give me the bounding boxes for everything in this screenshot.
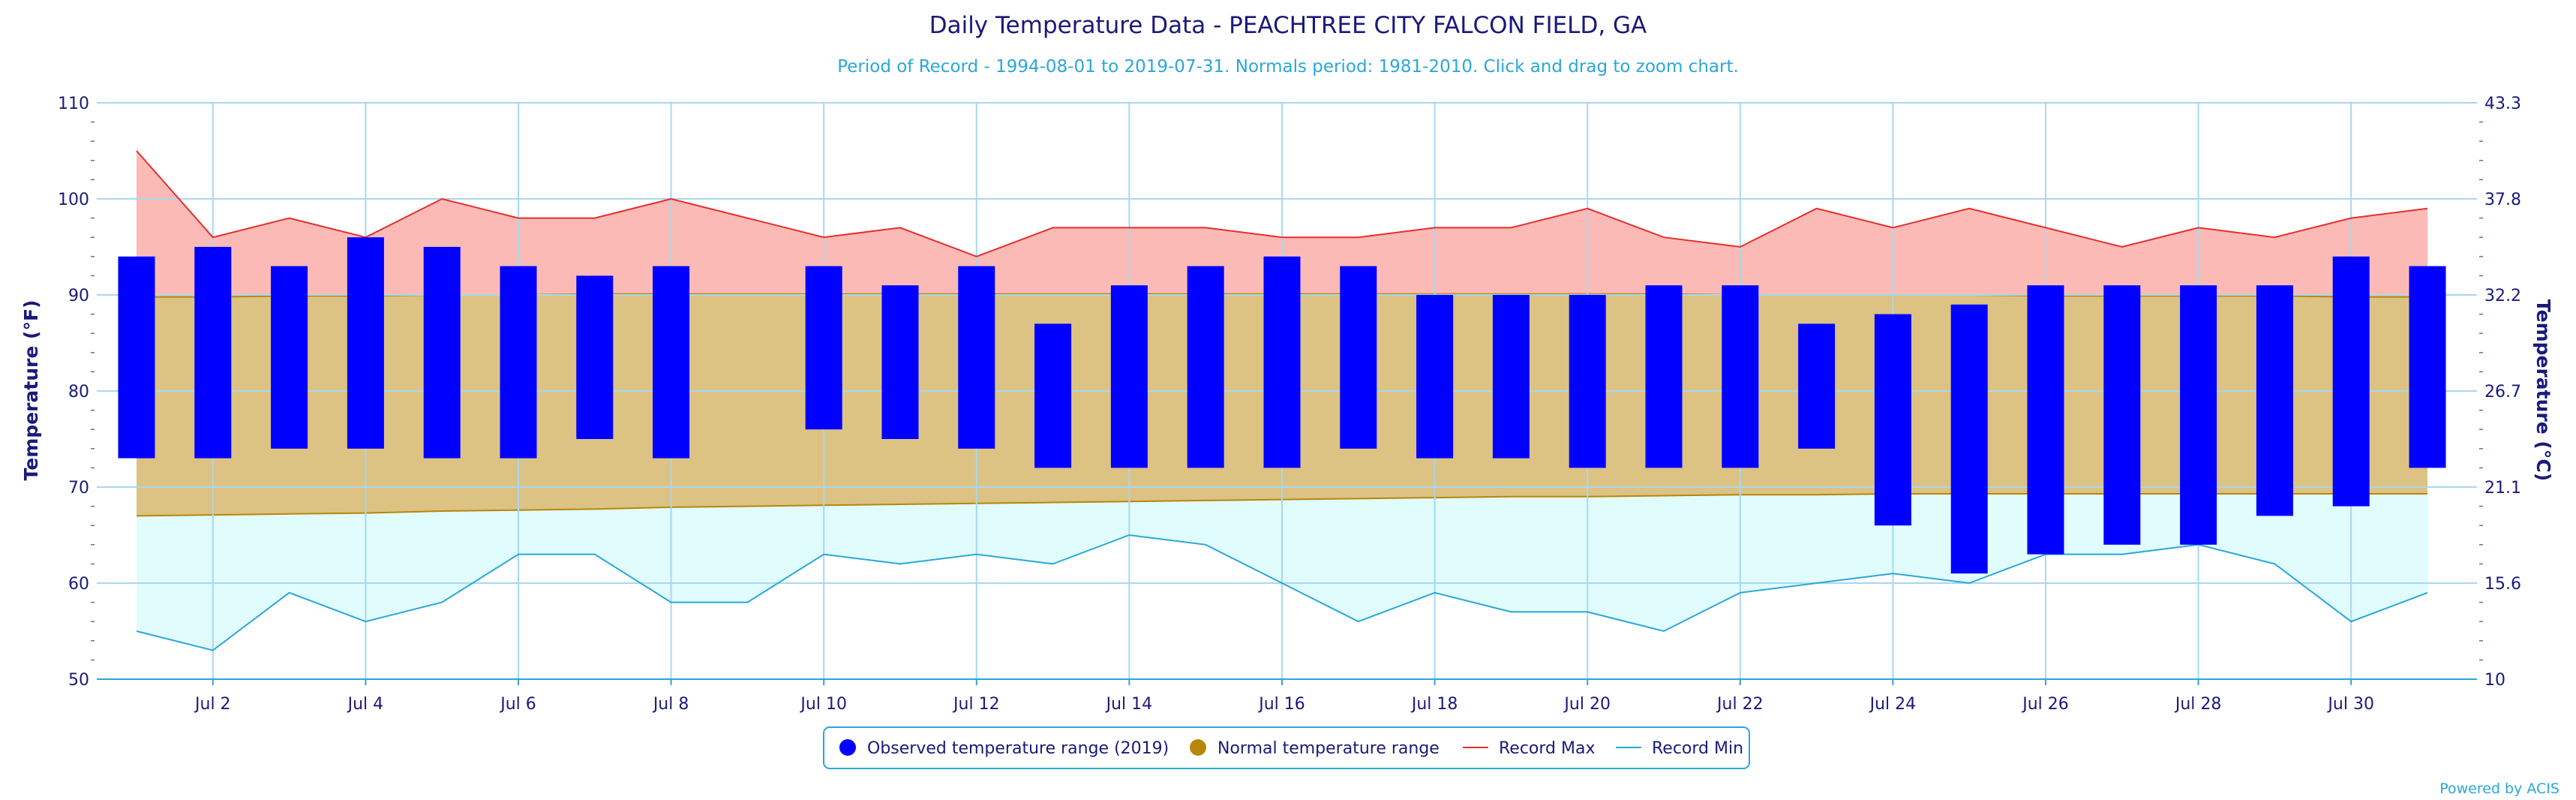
observed-bar-day-30[interactable]	[2332, 256, 2370, 507]
minor-ticks	[91, 121, 2483, 661]
x-axis-ticks: Jul 2 Jul 4 Jul 6 Jul 8 Jul 10 Jul 12 Jul 14 Ju…	[194, 679, 2374, 714]
legend-normal-label[interactable]: Normal temperature range	[1217, 739, 1440, 758]
x-tick-label: Jul 8	[652, 695, 689, 714]
observed-bar-day-4[interactable]	[347, 237, 384, 449]
chart-subtitle: Period of Record - 1994-08-01 to 2019-07…	[837, 57, 1739, 77]
y-tick-label-left: 100	[58, 191, 89, 209]
x-tick-label: Jul 10	[799, 695, 847, 714]
observed-bar-day-13[interactable]	[1034, 323, 1072, 468]
y-tick-label-right: 43.3	[2484, 95, 2521, 113]
observed-bar-day-3[interactable]	[271, 266, 308, 449]
legend: Observed temperature range (2019) Normal…	[823, 726, 1750, 769]
y-axis-left-ticks: 50 60 70 80 90 100 110	[58, 95, 89, 690]
x-tick-label: Jul 28	[2174, 695, 2222, 714]
observed-bar-day-23[interactable]	[1798, 323, 1836, 449]
observed-bar-day-17[interactable]	[1340, 266, 1377, 449]
y-tick-label-left: 60	[68, 575, 89, 594]
observed-bar-day-31[interactable]	[2409, 266, 2446, 468]
observed-bar-day-20[interactable]	[1569, 295, 1606, 468]
observed-bar-day-1[interactable]	[118, 256, 155, 459]
x-tick-label: Jul 4	[347, 695, 384, 714]
legend-observed-label[interactable]: Observed temperature range (2019)	[867, 739, 1169, 758]
x-tick-label: Jul 16	[1257, 695, 1305, 714]
x-tick-label: Jul 22	[1716, 695, 1764, 714]
observed-bar-day-5[interactable]	[423, 247, 461, 459]
x-tick-label: Jul 30	[2326, 695, 2374, 714]
observed-bar-day-25[interactable]	[1950, 304, 1988, 574]
y-tick-label-left: 50	[68, 671, 89, 690]
observed-bars	[118, 237, 2446, 574]
observed-bar-day-11[interactable]	[881, 285, 919, 439]
record-max-area	[137, 151, 2427, 297]
legend-observed-marker[interactable]	[839, 739, 856, 756]
chart-title: Daily Temperature Data - PEACHTREE CITY …	[929, 12, 1647, 39]
y-tick-label-right: 10	[2484, 671, 2505, 690]
y-axis-left-title: Temperature (°F)	[20, 300, 42, 481]
observed-bar-day-2[interactable]	[194, 247, 232, 459]
y-tick-label-left: 110	[58, 95, 89, 113]
x-tick-label: Jul 6	[499, 695, 536, 714]
observed-bar-day-16[interactable]	[1263, 256, 1301, 468]
observed-bar-day-24[interactable]	[1874, 314, 1911, 526]
observed-bar-day-14[interactable]	[1110, 285, 1148, 468]
x-tick-label: Jul 20	[1563, 695, 1611, 714]
y-axis-right-ticks: 10 15.6 21.1 26.7 32.2 37.8 43.3	[2484, 95, 2521, 690]
y-tick-label-right: 32.2	[2484, 287, 2521, 305]
observed-bar-day-21[interactable]	[1645, 285, 1683, 468]
legend-record-min-label[interactable]: Record Min	[1652, 739, 1743, 758]
observed-bar-day-22[interactable]	[1722, 285, 1759, 468]
y-axis-right-title: Temperature (°C)	[2532, 299, 2554, 481]
y-tick-label-left: 80	[68, 383, 89, 402]
y-tick-label-right: 26.7	[2484, 383, 2521, 402]
legend-record-max-label[interactable]: Record Max	[1499, 739, 1596, 758]
legend-box	[823, 726, 1750, 769]
observed-bar-day-29[interactable]	[2256, 285, 2293, 516]
observed-bar-day-6[interactable]	[500, 266, 537, 459]
observed-bar-day-10[interactable]	[805, 266, 842, 430]
observed-bar-day-28[interactable]	[2180, 285, 2217, 545]
observed-bar-day-15[interactable]	[1187, 266, 1224, 468]
observed-bar-day-8[interactable]	[653, 266, 690, 459]
x-tick-label: Jul 2	[194, 695, 231, 714]
observed-bar-day-19[interactable]	[1492, 295, 1530, 459]
observed-bar-day-18[interactable]	[1416, 295, 1454, 459]
observed-bar-day-7[interactable]	[576, 275, 614, 439]
legend-normal-marker[interactable]	[1190, 739, 1206, 756]
observed-bar-day-12[interactable]	[958, 266, 995, 449]
x-tick-label: Jul 12	[952, 695, 1000, 714]
y-tick-label-right: 37.8	[2484, 191, 2521, 209]
y-tick-label-left: 70	[68, 479, 89, 498]
y-tick-label-right: 15.6	[2484, 575, 2521, 594]
credit-link[interactable]: Powered by ACIS	[2439, 780, 2559, 797]
x-tick-label: Jul 26	[2021, 695, 2069, 714]
record-max-line[interactable]	[136, 150, 2428, 257]
y-tick-label-right: 21.1	[2484, 479, 2521, 498]
x-tick-label: Jul 18	[1410, 695, 1458, 714]
x-tick-label: Jul 24	[1869, 695, 1917, 714]
y-tick-label-left: 90	[68, 287, 89, 305]
observed-bar-day-27[interactable]	[2103, 285, 2141, 545]
x-tick-label: Jul 14	[1105, 695, 1153, 714]
observed-bar-day-26[interactable]	[2027, 285, 2064, 555]
